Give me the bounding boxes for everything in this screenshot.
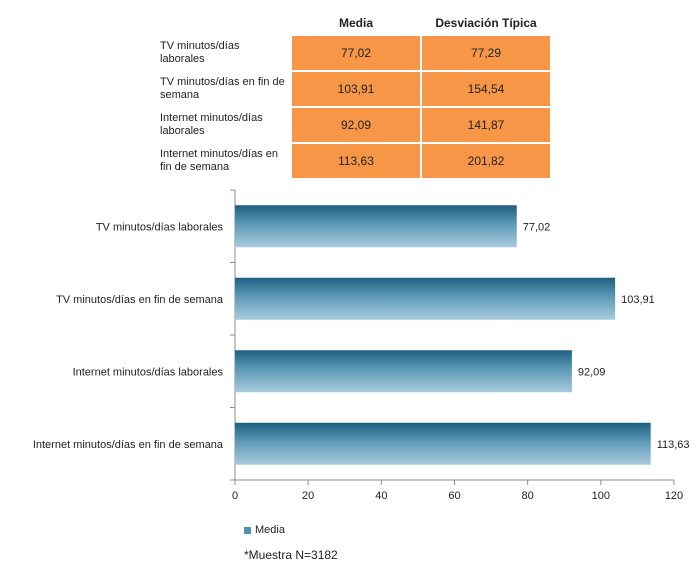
table-row: Internet minutos/días en fin de semana 11… <box>160 144 550 178</box>
category-label: TV minutos/días laborales <box>96 221 224 233</box>
x-tick-label: 60 <box>448 490 460 502</box>
table-row: TV minutos/días laborales 77,02 77,29 <box>160 36 550 70</box>
table-row-label: TV minutos/días en fin de semana <box>160 76 285 101</box>
table-cell-media: 103,91 <box>292 72 420 106</box>
data-label: 103,91 <box>621 294 655 306</box>
table-cell-media: 92,09 <box>292 108 420 142</box>
x-tick-label: 100 <box>592 490 610 502</box>
category-label: TV minutos/días en fin de semana <box>56 294 224 306</box>
x-tick-label: 80 <box>522 490 534 502</box>
legend: Media <box>244 524 285 536</box>
table-header-desviacion: Desviación Típica <box>435 16 537 30</box>
footnote: *Muestra N=3182 <box>244 548 338 562</box>
table-header-row: Media Desviación Típica <box>160 12 550 34</box>
data-label: 113,63 <box>657 439 690 451</box>
x-tick-label: 0 <box>232 490 238 502</box>
data-label: 77,02 <box>523 221 551 233</box>
bar <box>235 205 517 248</box>
x-tick-label: 120 <box>665 490 683 502</box>
table-row: TV minutos/días en fin de semana 103,91 15… <box>160 72 550 106</box>
x-tick-label: 20 <box>302 490 314 502</box>
table-row-label: TV minutos/días laborales <box>160 40 240 65</box>
bar <box>235 422 651 465</box>
stats-table: Media Desviación Típica TV minutos/días … <box>158 10 552 180</box>
table-cell-desviacion: 154,54 <box>422 72 550 106</box>
table-cell-media: 113,63 <box>292 144 420 178</box>
legend-label: Media <box>255 524 285 536</box>
bar <box>235 350 572 393</box>
table-cell-desviacion: 201,82 <box>422 144 550 178</box>
table-cell-desviacion: 141,87 <box>422 108 550 142</box>
table-cell-media: 77,02 <box>292 36 420 70</box>
category-label: Internet minutos/días laborales <box>73 366 224 378</box>
bar <box>235 277 616 320</box>
table-row-label: Internet minutos/días laborales <box>160 112 263 137</box>
table-cell-desviacion: 77,29 <box>422 36 550 70</box>
x-tick-label: 40 <box>375 490 387 502</box>
table-row-label: Internet minutos/días en fin de semana <box>160 148 279 173</box>
data-label: 92,09 <box>578 366 606 378</box>
table-row: Internet minutos/días laborales 92,09 141,… <box>160 108 550 142</box>
legend-swatch <box>244 526 251 534</box>
bar-chart: 0 20 40 60 80 100 120 TV minutos/días laborales… <box>33 189 690 502</box>
category-label: Internet minutos/días en fin de semana <box>33 439 224 451</box>
table-header-media: Media <box>338 16 373 30</box>
